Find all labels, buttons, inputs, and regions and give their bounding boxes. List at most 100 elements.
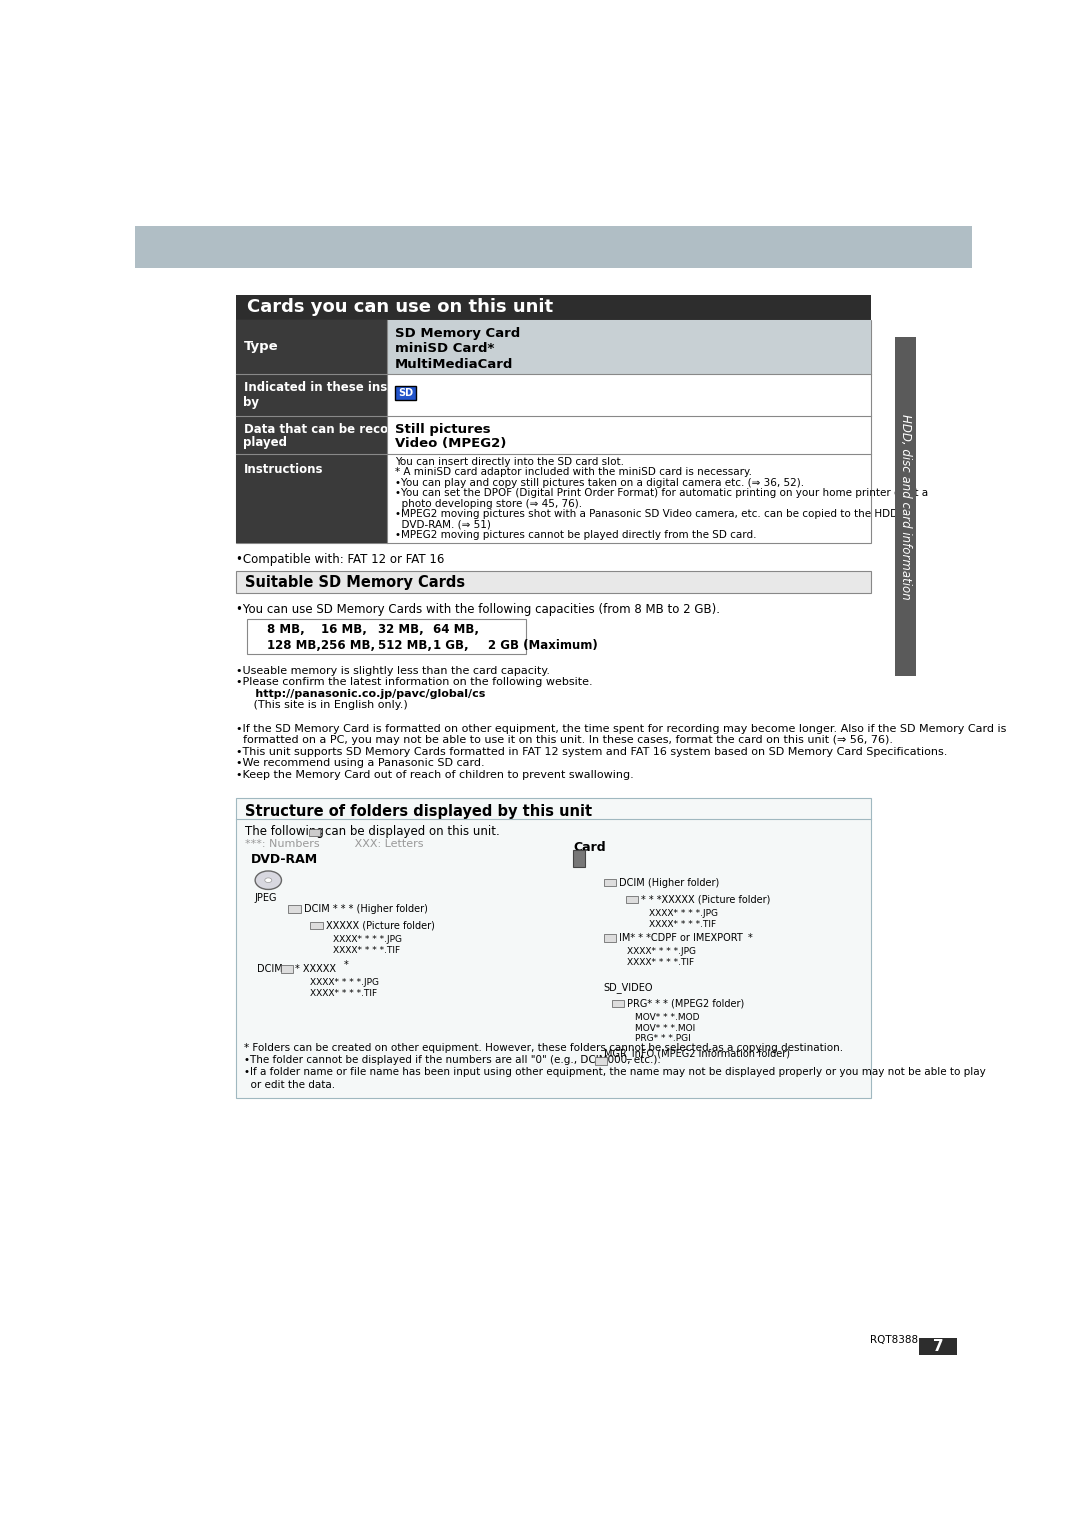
Text: XXXX* * * *.JPG: XXXX* * * *.JPG <box>310 978 379 987</box>
Text: miniSD Card*: miniSD Card* <box>394 342 494 356</box>
Text: •Keep the Memory Card out of reach of children to prevent swallowing.: •Keep the Memory Card out of reach of ch… <box>235 770 634 779</box>
Text: •The folder cannot be displayed if the numbers are all "0" (e.g., DCIM000, etc.): •The folder cannot be displayed if the n… <box>243 1054 660 1065</box>
FancyBboxPatch shape <box>235 571 872 593</box>
FancyBboxPatch shape <box>394 387 416 400</box>
Text: played: played <box>243 437 287 449</box>
Text: * Folders can be created on other equipment. However, these folders cannot be se: * Folders can be created on other equipm… <box>243 1042 842 1053</box>
FancyBboxPatch shape <box>235 454 387 542</box>
Text: ***: Numbers          XXX: Letters: ***: Numbers XXX: Letters <box>245 839 423 850</box>
Text: DVD-RAM. (⇒ 51): DVD-RAM. (⇒ 51) <box>394 520 490 530</box>
FancyBboxPatch shape <box>281 964 293 973</box>
Text: Video (MPEG2): Video (MPEG2) <box>394 437 507 451</box>
Text: •This unit supports SD Memory Cards formatted in FAT 12 system and FAT 16 system: •This unit supports SD Memory Cards form… <box>235 747 947 756</box>
Text: •Please confirm the latest information on the following website.: •Please confirm the latest information o… <box>235 677 592 688</box>
FancyBboxPatch shape <box>625 895 638 903</box>
Text: 8 MB,: 8 MB, <box>267 623 305 637</box>
Text: XXXX* * * *.JPG: XXXX* * * *.JPG <box>649 909 718 918</box>
Text: formatted on a PC, you may not be able to use it on this unit. In these cases, f: formatted on a PC, you may not be able t… <box>235 735 893 746</box>
FancyBboxPatch shape <box>235 798 872 1099</box>
Text: •If a folder name or file name has been input using other equipment, the name ma: •If a folder name or file name has been … <box>243 1068 985 1077</box>
FancyBboxPatch shape <box>611 999 624 1007</box>
Text: * A miniSD card adaptor included with the miniSD card is necessary.: * A miniSD card adaptor included with th… <box>394 468 752 477</box>
Text: HDD, disc and card information: HDD, disc and card information <box>899 414 912 599</box>
Text: DVD-RAM: DVD-RAM <box>252 853 319 866</box>
Text: •You can play and copy still pictures taken on a digital camera etc. (⇒ 36, 52).: •You can play and copy still pictures ta… <box>394 478 804 487</box>
Text: DCIM (Higher folder): DCIM (Higher folder) <box>619 877 719 888</box>
Text: 64 MB,: 64 MB, <box>433 623 480 637</box>
Text: •MPEG2 moving pictures cannot be played directly from the SD card.: •MPEG2 moving pictures cannot be played … <box>394 530 756 539</box>
Text: or edit the data.: or edit the data. <box>243 1080 335 1089</box>
FancyBboxPatch shape <box>572 850 585 866</box>
Text: DCIM: DCIM <box>257 964 283 973</box>
Text: XXXX* * * *.TIF: XXXX* * * *.TIF <box>334 946 401 955</box>
Text: DCIM * * * (Higher folder): DCIM * * * (Higher folder) <box>303 903 428 914</box>
FancyBboxPatch shape <box>604 879 617 886</box>
Text: * XXXXX: * XXXXX <box>295 964 336 973</box>
Text: The following: The following <box>245 825 324 839</box>
Text: •MPEG2 moving pictures shot with a Panasonic SD Video camera, etc. can be copied: •MPEG2 moving pictures shot with a Panas… <box>394 509 912 520</box>
Text: You can insert directly into the SD card slot.: You can insert directly into the SD card… <box>394 457 623 468</box>
Text: RQT8388: RQT8388 <box>869 1335 918 1345</box>
FancyBboxPatch shape <box>595 1057 607 1065</box>
FancyBboxPatch shape <box>235 319 872 542</box>
Text: SD Memory Card: SD Memory Card <box>394 327 519 341</box>
Text: SD_VIDEO: SD_VIDEO <box>604 983 653 993</box>
Text: MOV* * *.MOD: MOV* * *.MOD <box>635 1013 700 1022</box>
Text: JPEG: JPEG <box>255 892 276 903</box>
Text: 1 GB,: 1 GB, <box>433 639 469 652</box>
FancyBboxPatch shape <box>310 921 323 929</box>
Text: •We recommend using a Panasonic SD card.: •We recommend using a Panasonic SD card. <box>235 758 484 769</box>
Text: •Useable memory is slightly less than the card capacity.: •Useable memory is slightly less than th… <box>235 666 550 675</box>
Text: * * *XXXXX (Picture folder): * * *XXXXX (Picture folder) <box>642 894 770 905</box>
Text: by: by <box>243 396 259 410</box>
Text: MultiMediaCard: MultiMediaCard <box>394 358 513 371</box>
Text: can be displayed on this unit.: can be displayed on this unit. <box>325 825 500 839</box>
FancyBboxPatch shape <box>235 416 387 454</box>
FancyBboxPatch shape <box>135 226 972 267</box>
Text: 7: 7 <box>933 1340 943 1354</box>
Text: PRG* * * (MPEG2 folder): PRG* * * (MPEG2 folder) <box>627 998 744 1008</box>
Text: (This site is in English only.): (This site is in English only.) <box>235 700 407 711</box>
Text: PRG* * *.PGI: PRG* * *.PGI <box>635 1034 690 1044</box>
Text: photo developing store (⇒ 45, 76).: photo developing store (⇒ 45, 76). <box>394 498 582 509</box>
Text: Type: Type <box>243 341 279 353</box>
Text: Data that can be recorded and: Data that can be recorded and <box>243 423 447 437</box>
Text: •Compatible with: FAT 12 or FAT 16: •Compatible with: FAT 12 or FAT 16 <box>235 553 444 567</box>
FancyBboxPatch shape <box>235 319 387 373</box>
Text: XXXX* * * *.TIF: XXXX* * * *.TIF <box>627 958 694 967</box>
Text: 512 MB,: 512 MB, <box>378 639 432 652</box>
Text: *: * <box>747 934 752 943</box>
Text: XXXX* * * *.TIF: XXXX* * * *.TIF <box>310 989 377 998</box>
Text: *: * <box>345 960 349 970</box>
FancyBboxPatch shape <box>309 828 321 836</box>
Text: XXXX* * * *.TIF: XXXX* * * *.TIF <box>649 920 716 929</box>
Text: 2 GB (Maximum): 2 GB (Maximum) <box>488 639 597 652</box>
Text: IM* * *CDPF or IMEXPORT: IM* * *CDPF or IMEXPORT <box>619 934 743 943</box>
FancyBboxPatch shape <box>894 338 916 677</box>
Text: 128 MB,: 128 MB, <box>267 639 321 652</box>
Text: •You can use SD Memory Cards with the following capacities (from 8 MB to 2 GB).: •You can use SD Memory Cards with the fo… <box>235 604 719 616</box>
Text: MOV* * *.MOI: MOV* * *.MOI <box>635 1024 696 1033</box>
Text: Card: Card <box>572 842 606 854</box>
Text: •If the SD Memory Card is formatted on other equipment, the time spent for recor: •If the SD Memory Card is formatted on o… <box>235 724 1007 733</box>
Ellipse shape <box>255 871 282 889</box>
FancyBboxPatch shape <box>387 319 872 373</box>
Text: Structure of folders displayed by this unit: Structure of folders displayed by this u… <box>245 804 592 819</box>
Text: Still pictures: Still pictures <box>394 423 490 437</box>
Text: SD: SD <box>397 388 413 397</box>
FancyBboxPatch shape <box>604 934 617 941</box>
Text: XXXX* * * *.JPG: XXXX* * * *.JPG <box>334 935 403 944</box>
Text: XXXX* * * *.JPG: XXXX* * * *.JPG <box>627 947 697 957</box>
Text: 16 MB,: 16 MB, <box>321 623 367 637</box>
Text: 32 MB,: 32 MB, <box>378 623 423 637</box>
Text: http://panasonic.co.jp/pavc/global/cs: http://panasonic.co.jp/pavc/global/cs <box>235 689 485 698</box>
FancyBboxPatch shape <box>919 1339 957 1355</box>
Text: Cards you can use on this unit: Cards you can use on this unit <box>247 298 554 316</box>
Text: MGR_InFO (MPEG2 information folder): MGR_InFO (MPEG2 information folder) <box>604 1048 789 1059</box>
Text: Indicated in these instructions: Indicated in these instructions <box>243 380 446 394</box>
Text: •You can set the DPOF (Digital Print Order Format) for automatic printing on you: •You can set the DPOF (Digital Print Ord… <box>394 489 928 498</box>
Text: 256 MB,: 256 MB, <box>321 639 375 652</box>
Text: Suitable SD Memory Cards: Suitable SD Memory Cards <box>245 575 465 590</box>
FancyBboxPatch shape <box>235 295 872 319</box>
Ellipse shape <box>265 879 272 883</box>
